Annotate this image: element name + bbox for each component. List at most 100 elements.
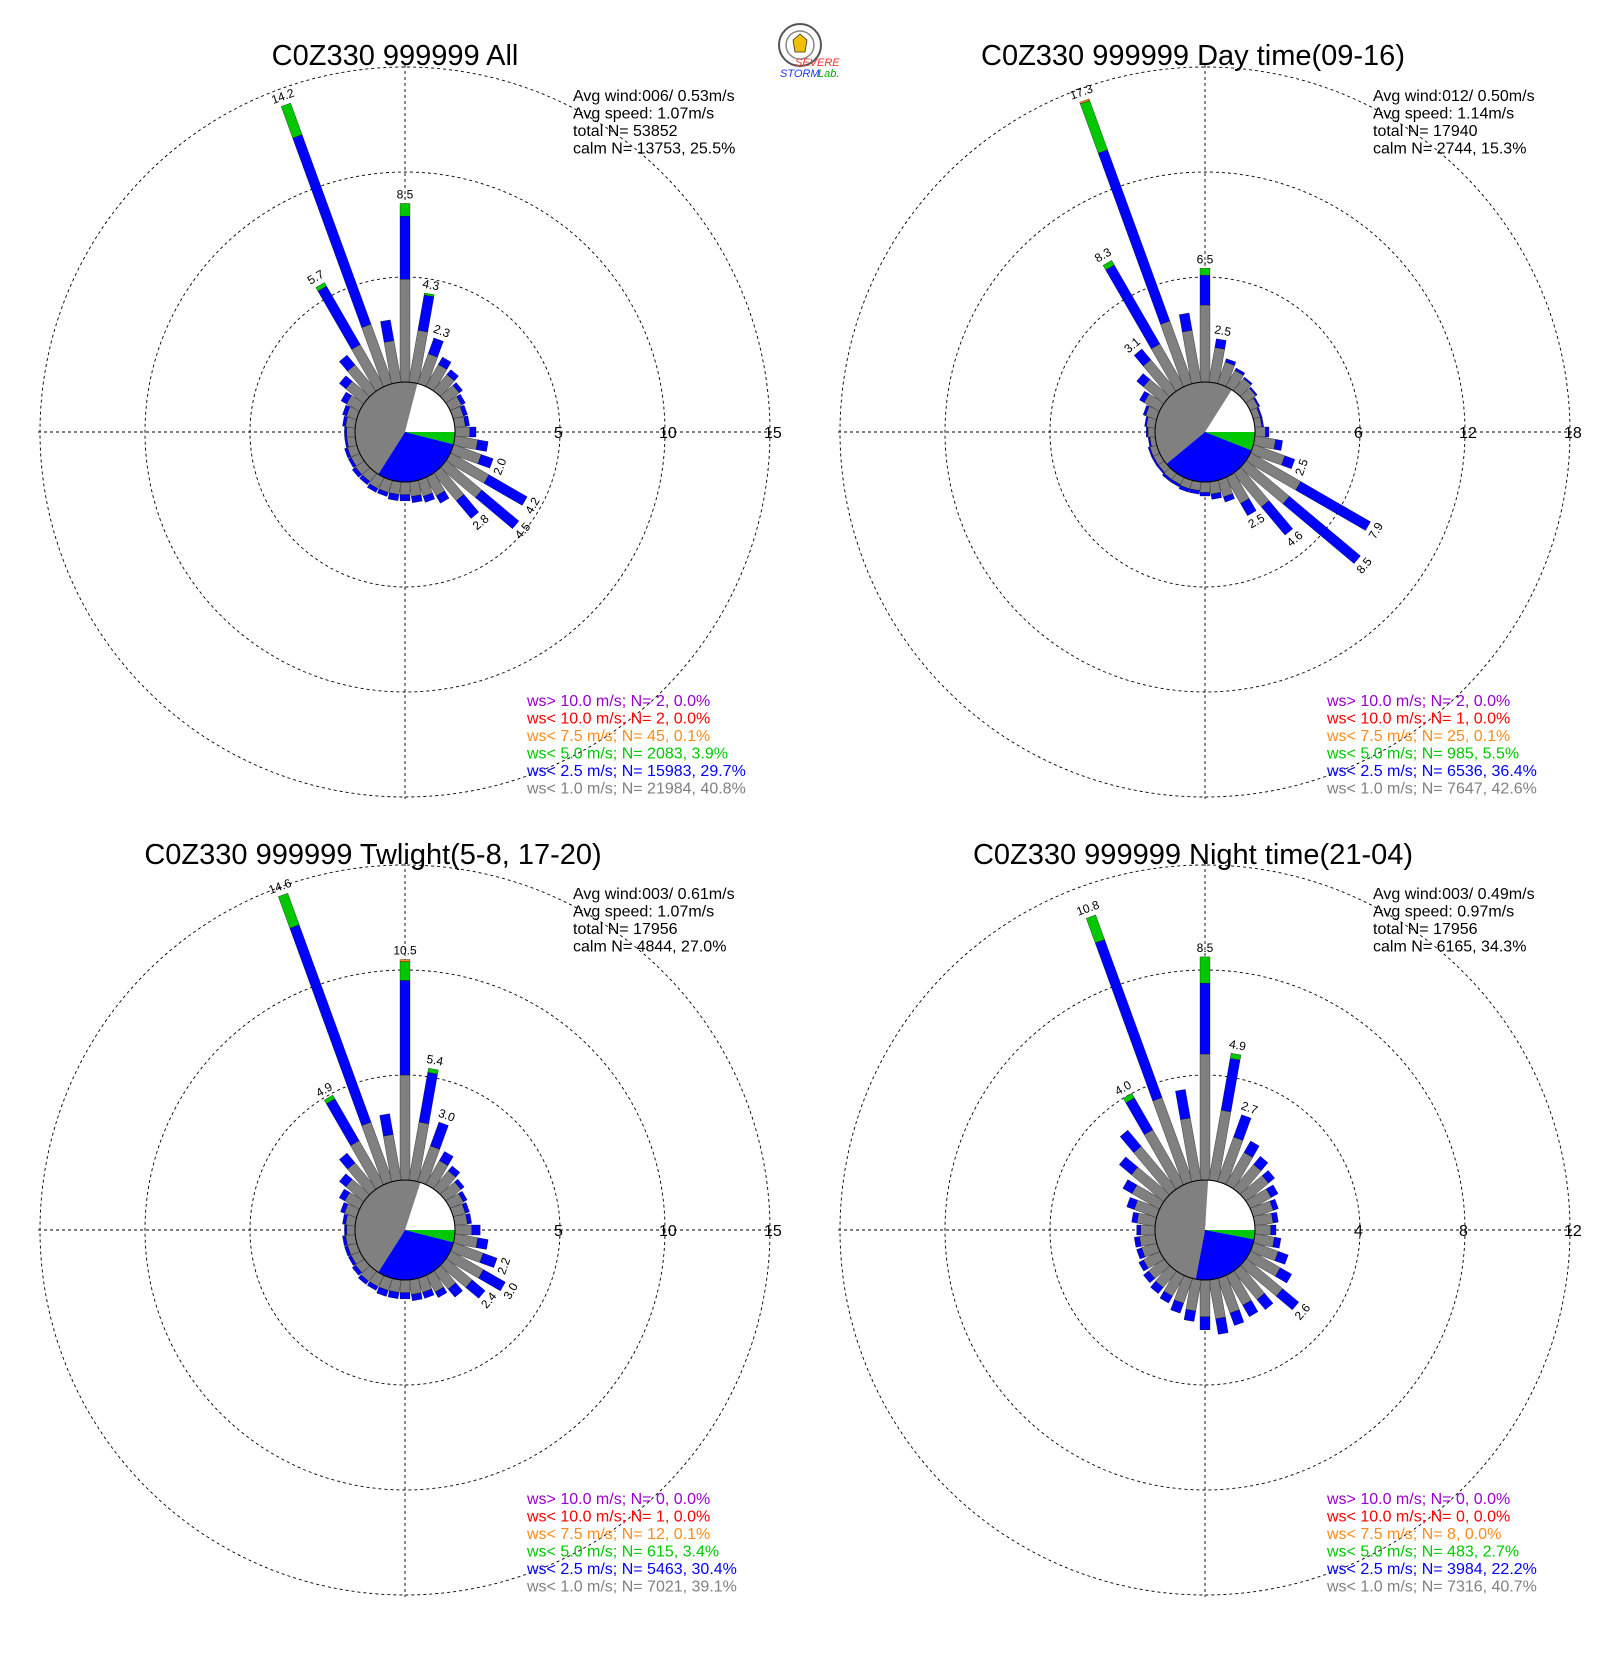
direction-bar-240	[1151, 452, 1165, 466]
bar-segment-grey	[1208, 480, 1221, 495]
bar-segment-blue	[430, 1121, 449, 1150]
direction-bar-300	[340, 391, 365, 412]
stat-line: Avg speed: 1.14m/s	[1373, 106, 1514, 123]
bar-segment-blue	[344, 1245, 352, 1257]
direction-bar-350	[1175, 1089, 1202, 1182]
bar-segment-blue	[459, 404, 468, 417]
legend-entry-gt10: ws> 10.0 m/s; N= 2, 0.0%	[526, 693, 710, 710]
stat-line: calm N= 4844, 27.0%	[573, 939, 726, 956]
direction-bar-150	[1225, 472, 1257, 516]
stat-line: Avg wind:003/ 0.49m/s	[1373, 886, 1535, 903]
calm-pie-slice-grey	[1155, 381, 1232, 464]
bar-segment-blue	[1253, 397, 1261, 408]
calm-pie-slice-white	[1205, 1180, 1255, 1230]
bar-value-label: 8.5	[1197, 941, 1214, 955]
direction-bar-0	[399, 959, 411, 1181]
stat-line: Avg speed: 1.07m/s	[573, 106, 714, 123]
panel-title: C0Z330 999999 Night time(21-04)	[973, 839, 1413, 871]
ring-tick-label: 15	[764, 425, 782, 442]
direction-bar-50	[1239, 386, 1258, 404]
bar-segment-blue	[475, 1237, 489, 1250]
legend-entry-lt7_5: ws< 7.5 m/s; N= 25, 0.1%	[1326, 728, 1510, 745]
direction-bar-100	[1253, 1233, 1282, 1249]
direction-bar-160	[417, 1275, 435, 1299]
stat-line: calm N= 2744, 15.3%	[1373, 141, 1526, 158]
bar-segment-blue	[1125, 1097, 1154, 1135]
bar-segment-blue	[1240, 498, 1257, 516]
direction-bar-10	[408, 292, 435, 384]
bar-segment-blue	[342, 1235, 348, 1246]
stat-line: Avg wind:006/ 0.53m/s	[573, 88, 735, 105]
bar-segment-blue	[1249, 386, 1258, 397]
bar-segment-grey	[454, 426, 470, 438]
direction-bar-140	[1233, 1264, 1274, 1310]
bar-segment-grey	[454, 1224, 472, 1236]
bar-segment-blue	[1119, 1129, 1142, 1153]
bar-segment-blue	[479, 1252, 498, 1268]
bar-segment-blue	[344, 1224, 347, 1236]
bar-segment-blue	[1272, 1237, 1282, 1249]
direction-bar-260	[342, 1233, 357, 1246]
bar-segment-blue	[1273, 439, 1283, 451]
direction-bar-230	[1143, 1258, 1171, 1284]
direction-bar-340	[278, 893, 393, 1185]
bar-segment-blue	[1243, 376, 1253, 386]
bar-segment-blue	[379, 1113, 394, 1137]
bar-value-label: 4.9	[1228, 1037, 1247, 1054]
bar-segment-blue	[1199, 1316, 1211, 1331]
direction-bar-180	[1199, 481, 1211, 497]
bar-segment-blue	[463, 415, 470, 427]
bar-segment-blue	[1223, 493, 1235, 503]
bar-segment-blue	[435, 490, 450, 504]
calm-pie-slice-grey	[354, 1179, 421, 1273]
direction-bar-150	[425, 472, 450, 504]
bar-segment-green	[1230, 1053, 1242, 1061]
bar-segment-blue	[352, 1264, 363, 1276]
bar-segment-blue	[411, 1292, 423, 1301]
direction-bar-180	[1199, 1279, 1211, 1331]
calm-pie-slice-grey	[355, 381, 418, 475]
bar-segment-blue	[1253, 1156, 1269, 1171]
bar-segment-blue	[1199, 492, 1211, 497]
bar-value-label: 2.7	[1239, 1099, 1260, 1118]
ring-tick-label: 12	[1459, 425, 1477, 442]
bar-segment-blue	[1214, 338, 1227, 350]
bar-value-label: 4.3	[421, 277, 440, 294]
direction-bar-50	[1239, 1170, 1275, 1202]
direction-bar-170	[1208, 1278, 1229, 1335]
bar-segment-blue	[367, 483, 379, 493]
direction-bar-100	[1253, 435, 1283, 451]
logo-text-storm: STORM	[780, 68, 820, 80]
calm-circle-outline	[354, 381, 456, 483]
panel-title: C0Z330 999999 All	[272, 40, 519, 72]
bar-segment-blue	[1170, 1299, 1184, 1314]
bar-segment-blue	[1271, 1212, 1279, 1224]
legend-entry-lt7_5: ws< 7.5 m/s; N= 45, 0.1%	[526, 728, 710, 745]
direction-bar-340	[1079, 98, 1193, 387]
bar-segment-blue	[1233, 1114, 1252, 1141]
direction-bar-340	[281, 102, 393, 387]
bar-segment-blue	[1265, 426, 1270, 438]
bar-segment-blue	[418, 1072, 438, 1124]
calm-pie-slice-grey	[1154, 1180, 1209, 1280]
direction-bar-0	[1199, 956, 1211, 1181]
bar-segment-blue	[454, 1178, 465, 1190]
bar-value-label: 14.6	[267, 876, 294, 897]
bar-segment-blue	[1144, 416, 1149, 427]
direction-bar-320	[339, 354, 377, 398]
panel-title: C0Z330 999999 Twlight(5-8, 17-20)	[144, 839, 601, 871]
bar-segment-blue	[326, 1098, 360, 1146]
stat-line: total N= 17940	[1373, 123, 1478, 140]
bar-segment-blue	[339, 375, 353, 390]
bar-segment-grey	[1199, 481, 1211, 493]
legend-entry-lt2_5: ws< 2.5 m/s; N= 5463, 30.4%	[526, 1561, 737, 1578]
bar-segment-blue	[344, 447, 352, 459]
bar-segment-blue	[439, 1151, 454, 1166]
bar-segment-grey	[1147, 426, 1156, 438]
direction-bar-130	[1239, 460, 1361, 564]
bar-segment-blue	[1136, 1224, 1141, 1236]
legend-entry-lt1: ws< 1.0 m/s; N= 7647, 42.6%	[1326, 781, 1537, 798]
windrose-panel-4: C0Z330 999999 Night time(21-04) 4 8 12 8.5 4.…	[838, 839, 1582, 1597]
